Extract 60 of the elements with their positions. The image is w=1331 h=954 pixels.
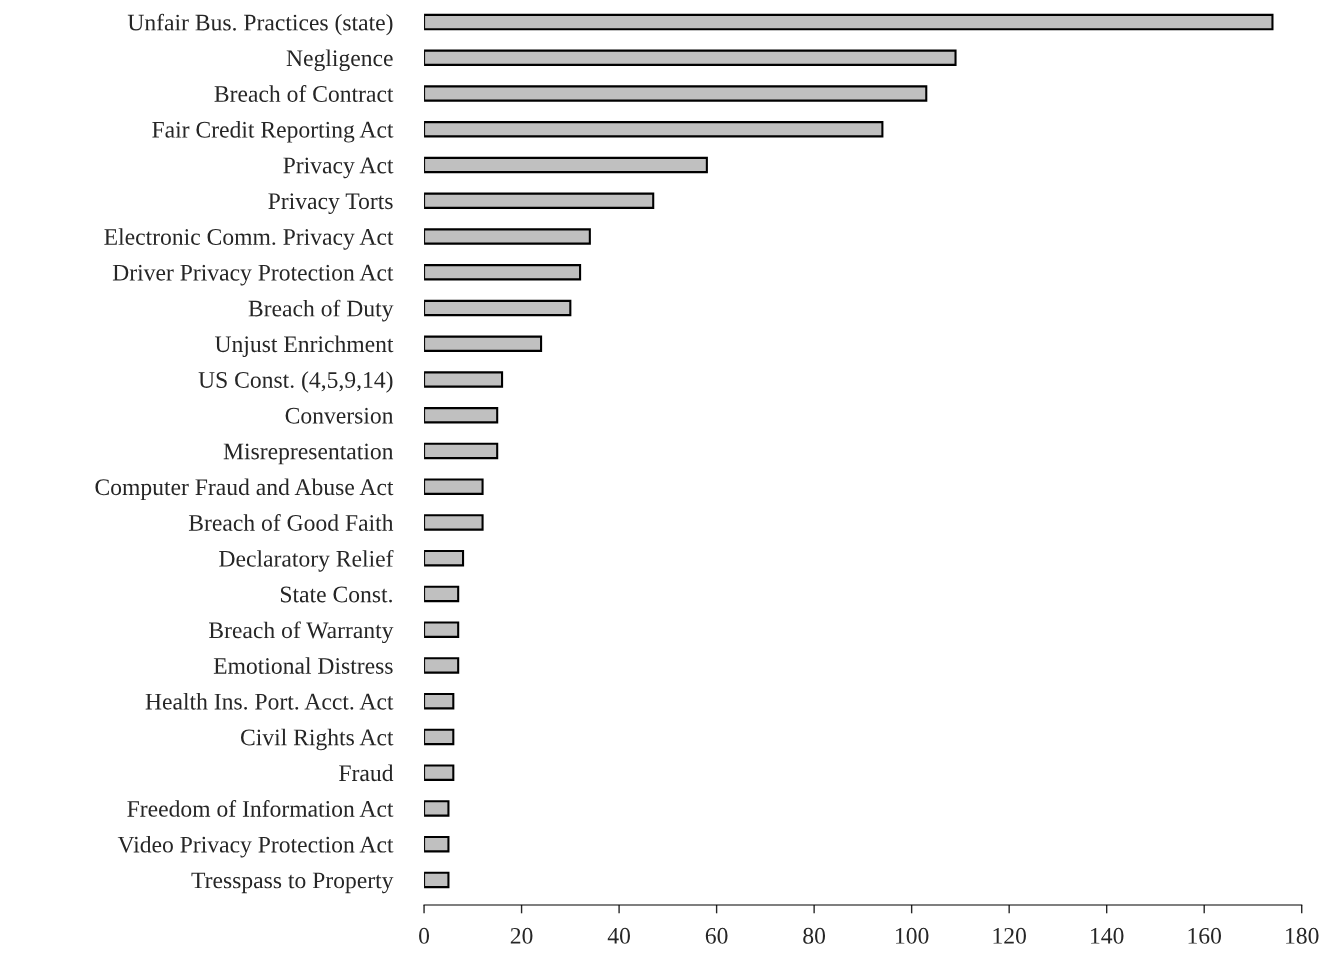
bar	[424, 407, 499, 424]
x-tick-label: 160	[1188, 927, 1222, 944]
y-tick-label: Unjust Enrichment	[214, 335, 394, 357]
y-tick-label: Breach of Warranty	[209, 621, 394, 644]
y-tick-label: Privacy Act	[283, 157, 394, 179]
x-tick-label: 180	[1286, 927, 1319, 944]
bar	[424, 13, 1274, 31]
x-tick-label: 0	[419, 927, 430, 944]
bar	[424, 335, 543, 352]
y-tick-label: Driver Privacy Protection Act	[112, 264, 394, 286]
x-tick-label: 20	[510, 927, 533, 944]
bar	[424, 85, 928, 102]
x-tick-label: 80	[803, 927, 826, 944]
bar	[424, 228, 591, 245]
bar	[424, 657, 460, 674]
bar	[424, 800, 450, 817]
bar	[424, 299, 572, 317]
bar	[424, 764, 455, 781]
y-tick-label: Declaratory Relief	[219, 549, 394, 572]
bar	[424, 156, 708, 174]
y-tick-label: US Const. (4,5,9,14)	[198, 371, 393, 393]
y-tick-label: Health Ins. Port. Acct. Act	[145, 693, 394, 710]
y-tick-label: Privacy Torts	[268, 193, 393, 215]
bar	[424, 550, 465, 567]
y-tick-label: Freedom of Information Act	[127, 800, 394, 817]
bar	[424, 693, 455, 710]
bar	[424, 192, 655, 209]
bar	[424, 442, 499, 460]
bar	[424, 478, 484, 495]
x-tick-label: 40	[607, 927, 630, 944]
bar	[424, 49, 957, 66]
y-tick-label: Video Privacy Protection Act	[117, 836, 394, 858]
bar	[424, 871, 450, 889]
y-tick-label: Conversion	[285, 407, 394, 424]
y-tick-label: Misrepresentation	[223, 443, 394, 465]
y-tick-label: Civil Rights Act	[240, 728, 394, 751]
y-tick-label: Computer Fraud and Abuse Act	[95, 478, 394, 500]
bar	[424, 836, 450, 853]
bar	[424, 121, 884, 138]
x-tick-label: 60	[705, 927, 728, 944]
y-tick-label: Emotional Distress	[213, 657, 393, 674]
x-tick-label: 100	[896, 927, 929, 944]
y-tick-label: Fraud	[339, 764, 394, 782]
bar	[424, 514, 484, 531]
bar	[424, 585, 460, 603]
y-tick-label: State Const.	[280, 586, 392, 603]
y-tick-label: Unfair Bus. Practices (state)	[127, 13, 393, 36]
y-tick-label: Negligence	[286, 49, 393, 72]
y-tick-label: Breach of Duty	[248, 299, 394, 322]
bar	[424, 371, 504, 388]
y-tick-label: Fair Credit Reporting Act	[152, 121, 394, 143]
bar	[424, 621, 460, 638]
y-tick-label: Breach of Good Faith	[188, 514, 394, 531]
y-tick-label: Tresspass to Property	[191, 872, 394, 894]
y-tick-label: Electronic Comm. Privacy Act	[104, 228, 394, 250]
bar	[424, 264, 582, 281]
x-tick-label: 120	[993, 927, 1026, 944]
x-tick-label: 140	[1091, 927, 1124, 944]
bar	[424, 728, 455, 746]
y-tick-label: Breach of Contract	[214, 85, 394, 102]
